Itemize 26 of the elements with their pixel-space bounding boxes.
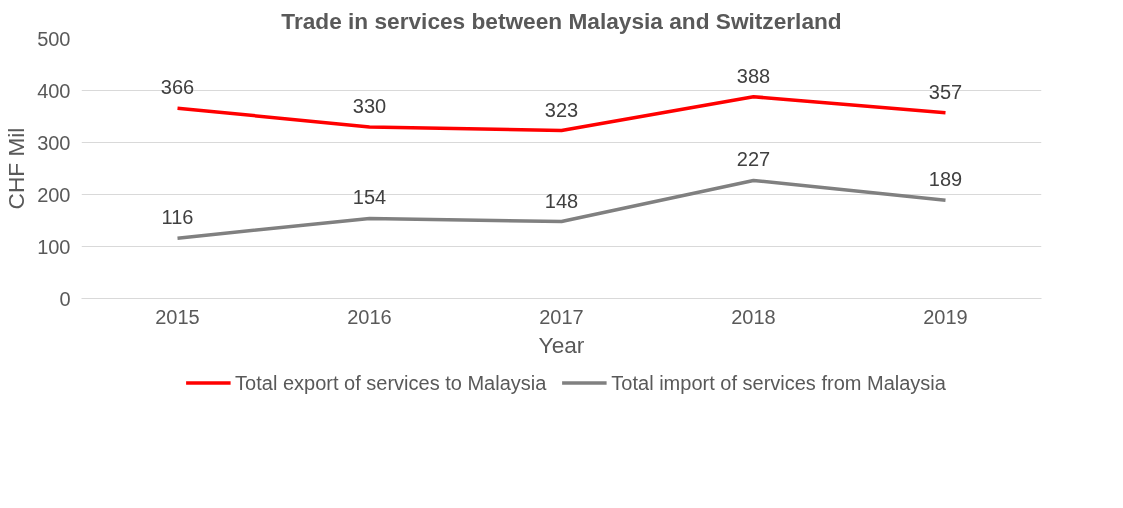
chart-title: Trade in services between Malaysia and Switzerland: [281, 7, 842, 34]
x-axis-title: Year: [538, 331, 585, 358]
y-tick-label: 200: [37, 183, 71, 206]
data-label: 148: [544, 189, 579, 212]
data-label: 116: [161, 206, 194, 229]
y-tick-label: 300: [37, 131, 71, 154]
data-label: 227: [736, 148, 771, 171]
y-tick-label: 100: [37, 235, 71, 258]
data-label: 154: [352, 186, 387, 209]
data-label: 357: [928, 80, 963, 103]
y-tick-label: 500: [37, 27, 71, 50]
data-label: 366: [160, 76, 195, 99]
data-label: 330: [352, 94, 387, 117]
data-label: 388: [736, 64, 771, 87]
y-tick-label: 0: [59, 287, 71, 310]
x-tick-label: 2015: [155, 305, 200, 328]
x-tick-label: 2016: [347, 305, 392, 328]
x-tick-label: 2017: [539, 305, 584, 328]
legend-label: Total export of services to Malaysia: [235, 371, 547, 394]
x-tick-label: 2019: [923, 305, 968, 328]
data-label: 189: [928, 168, 963, 191]
data-label: 323: [544, 98, 579, 121]
y-tick-label: 400: [37, 79, 71, 102]
x-tick-label: 2018: [731, 305, 776, 328]
y-axis-title: CHF Mil: [3, 127, 30, 210]
legend-label: Total import of services from Malaysia: [611, 371, 946, 394]
